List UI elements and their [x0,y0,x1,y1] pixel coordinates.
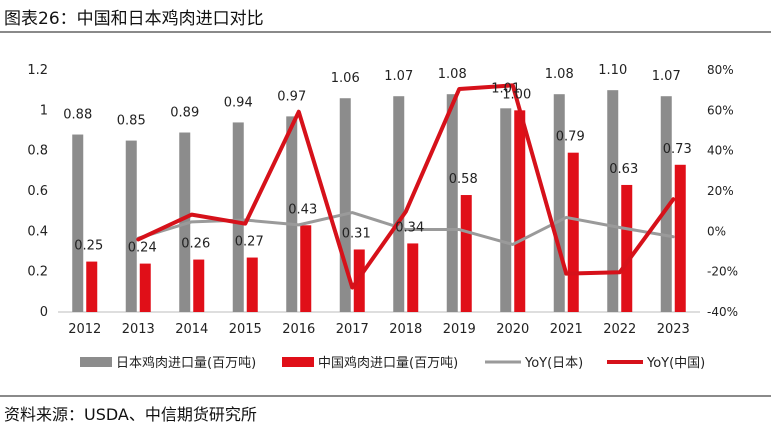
data-label-china: 0.34 [395,220,424,235]
y-left-tick-label: 0.2 [27,265,48,280]
data-label-japan: 0.85 [117,114,146,129]
bar-china-import [674,164,686,312]
data-label-japan: 0.94 [224,95,253,110]
y-left-tick-label: 1.2 [27,63,48,78]
bar-japan-import [232,122,244,312]
data-label-japan: 0.89 [170,106,199,121]
x-tick-label: 2022 [603,322,636,337]
y-left-tick-label: 0.8 [27,144,48,159]
source-note: 资料来源：USDA、中信期货研究所 [4,405,257,424]
bar-china-import [193,259,205,312]
y-left-tick-label: 0 [40,305,48,320]
x-tick-label: 2015 [229,322,262,337]
top-divider [0,31,771,33]
data-label-china: 1.00 [502,87,531,102]
bar-japan-import [660,96,672,312]
bar-china-import [246,257,258,312]
bar-japan-import [125,140,137,312]
data-label-china: 0.63 [609,162,638,177]
bar-japan-import [607,90,619,313]
x-tick-label: 2018 [389,322,422,337]
legend-swatch [282,357,314,367]
data-label-china: 0.58 [449,172,478,187]
x-tick-label: 2013 [122,322,155,337]
data-label-china: 0.43 [288,202,317,217]
data-label-japan: 1.07 [652,69,681,84]
data-label-japan: 1.10 [598,63,627,78]
data-label-china: 0.79 [556,130,585,145]
x-tick-label: 2021 [550,322,583,337]
x-tick-label: 2012 [68,322,101,337]
data-label-japan: 0.97 [277,89,306,104]
x-tick-label: 2019 [443,322,476,337]
bar-japan-import [446,94,458,312]
legend-label: 中国鸡肉进口量(百万吨) [318,355,458,371]
chart-title: 图表26：中国和日本鸡肉进口对比 [4,9,264,29]
data-label-china: 0.31 [342,226,371,241]
x-tick-label: 2016 [282,322,315,337]
y-right-tick-label: 20% [707,184,734,198]
chart: 0 0.2 0.4 0.6 0.8 1 1.2 -40% -20% 0% 20% 40% 60% 80% 2… [27,63,738,371]
bar-japan-import [393,96,405,312]
x-tick-label: 2023 [657,322,690,337]
data-label-china: 0.24 [128,241,157,256]
data-label-china: 0.25 [74,239,103,254]
x-tick-label: 2017 [336,322,369,337]
bar-china-import [300,225,312,312]
legend-swatch [80,357,112,367]
data-label-china: 0.27 [235,235,264,250]
bar-japan-import [500,108,512,312]
x-tick-label: 2020 [496,322,529,337]
bar-japan-import [339,98,351,312]
bar-china-import [567,152,579,312]
y-right-tick-label: 40% [707,144,734,158]
y-right-tick-label: -20% [707,265,738,279]
bar-china-import [514,110,526,312]
data-label-japan: 1.06 [331,71,360,86]
legend-label: YoY(日本) [524,356,583,371]
x-tick-label: 2014 [175,322,208,337]
data-label-japan: 0.88 [63,108,92,123]
bottom-divider [0,395,771,397]
data-label-japan: 1.07 [384,69,413,84]
y-right-tick-label: 80% [707,63,734,77]
bar-japan-import [72,134,84,312]
bar-china-import [86,261,98,312]
bar-china-import [139,263,151,312]
y-right-tick-label: -40% [707,305,738,319]
data-label-japan: 1.01 [491,81,520,96]
bar-japan-import [179,132,191,312]
bar-china-import [407,243,419,312]
data-label-china: 0.26 [181,237,210,252]
y-left-tick-label: 0.4 [27,224,48,239]
data-label-japan: 1.08 [545,67,574,82]
y-left-tick-label: 1 [40,103,48,118]
y-left-tick-label: 0.6 [27,184,48,199]
bar-china-import [460,195,472,312]
line-yoy-china [136,83,676,290]
data-label-japan: 1.08 [438,67,467,82]
bar-china-import [621,184,633,312]
bar-japan-import [286,116,298,312]
y-right-tick-label: 60% [707,103,734,117]
bar-japan-import [553,94,565,312]
y-right-tick-label: 0% [707,224,726,238]
legend-label: YoY(中国) [646,356,705,371]
data-label-china: 0.73 [663,142,692,157]
legend-label: 日本鸡肉进口量(百万吨) [116,355,256,371]
